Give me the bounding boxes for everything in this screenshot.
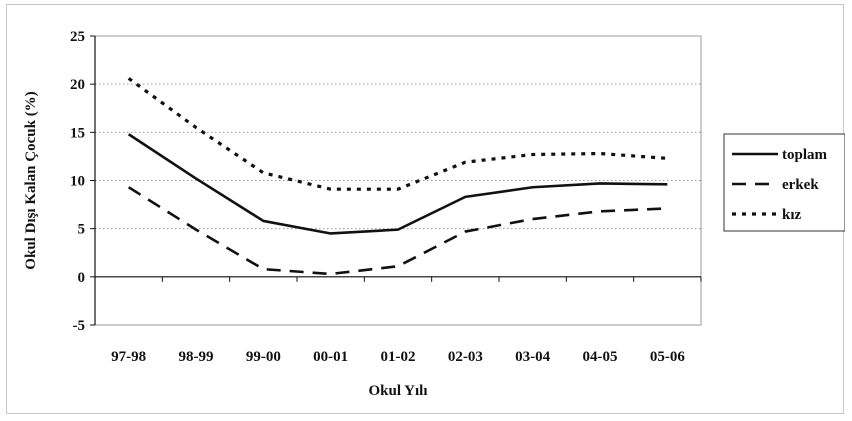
y-tick-label: 20 bbox=[70, 77, 85, 93]
y-tick-label: 0 bbox=[78, 270, 86, 286]
x-tick-label: 03-04 bbox=[515, 349, 550, 365]
axes: -5 0 5 10 15 20 25 97-98 98-99 99-00 00-01 01-02 02-… bbox=[70, 29, 702, 365]
gridlines bbox=[95, 35, 701, 278]
y-tick-label: -5 bbox=[73, 318, 86, 334]
x-tick-label: 99-00 bbox=[246, 349, 281, 365]
x-tick-label: 01-02 bbox=[381, 349, 416, 365]
legend-label: toplam bbox=[782, 147, 828, 163]
x-tick-label: 05-06 bbox=[650, 349, 685, 365]
series-lines bbox=[127, 77, 668, 276]
y-axis-title: Okul Dışı Kalan Çocuk (%) bbox=[23, 91, 39, 269]
legend-label: erkek bbox=[782, 177, 819, 193]
line-chart: -5 0 5 10 15 20 25 97-98 98-99 99-00 00-01 01-02 02-… bbox=[23, 29, 846, 399]
legend-label: kız bbox=[782, 207, 802, 223]
series-line-toplam bbox=[127, 133, 668, 235]
series-line-erkek bbox=[127, 186, 668, 276]
x-tick-label: 02-03 bbox=[448, 349, 483, 365]
x-tick-label: 98-99 bbox=[179, 349, 214, 365]
y-tick-label: 15 bbox=[70, 125, 85, 141]
x-axis-title: Okul Yılı bbox=[368, 383, 427, 399]
legend: toplam erkek kız bbox=[723, 133, 846, 232]
chart-frame: -5 0 5 10 15 20 25 97-98 98-99 99-00 00-01 01-02 02-… bbox=[6, 4, 846, 414]
y-tick-label: 25 bbox=[70, 29, 85, 45]
x-tick-label: 00-01 bbox=[313, 349, 348, 365]
y-tick-label: 10 bbox=[70, 174, 85, 190]
x-tick-label: 97-98 bbox=[111, 349, 146, 365]
series-line-kız bbox=[127, 77, 668, 191]
x-tick-label: 04-05 bbox=[583, 349, 618, 365]
y-tick-label: 5 bbox=[78, 222, 86, 238]
